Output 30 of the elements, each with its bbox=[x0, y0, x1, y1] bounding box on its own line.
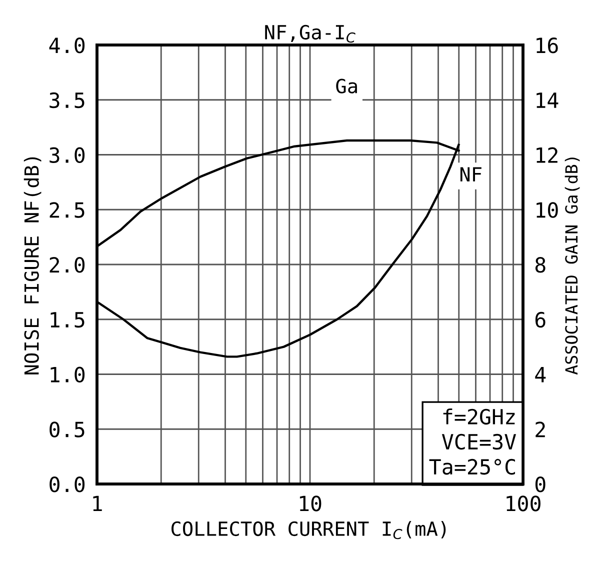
x-tick-label: 10 bbox=[300, 496, 322, 512]
y2-axis-title: ASSOCIATED GAIN Ga(dB) bbox=[564, 158, 580, 375]
y-tick-label: 3.5 bbox=[50, 92, 84, 108]
y-tick-label: 3.0 bbox=[50, 147, 85, 164]
text: Ga bbox=[336, 78, 357, 94]
series-label: NF bbox=[460, 167, 482, 182]
annotation: f=2GHz bbox=[443, 408, 515, 425]
x-tick-label: 100 bbox=[506, 496, 540, 512]
y2-tick-label: 0 bbox=[535, 476, 546, 492]
y-axis-title: NOISE FIGURE NF(dB) bbox=[24, 157, 42, 374]
x-tick-label: 1 bbox=[93, 496, 102, 512]
y-tick-label: 2.5 bbox=[50, 202, 84, 218]
chart-title: NF,Ga-I$_{C}$ bbox=[265, 24, 356, 43]
y-tick-label: 4.0 bbox=[49, 38, 85, 54]
y-tick-label: 1.5 bbox=[50, 312, 84, 328]
y2-tick-label: 10 bbox=[536, 202, 558, 218]
y2-tick-label: 4 bbox=[535, 367, 546, 382]
annotation: Ta=25°C bbox=[429, 458, 515, 475]
y2-tick-label: 12 bbox=[536, 147, 558, 163]
y-tick-label: 0.0 bbox=[50, 476, 85, 492]
y-tick-label: 0.5 bbox=[50, 422, 84, 438]
y2-tick-label: 2 bbox=[536, 422, 545, 438]
y2-tick-label: 8 bbox=[535, 257, 546, 273]
x-axis-title: COLLECTOR CURRENT I$_{C}$(mA) bbox=[172, 521, 446, 540]
y-tick-label: 1.0 bbox=[50, 366, 85, 383]
y2-tick-label: 14 bbox=[536, 92, 558, 108]
y2-tick-label: 6 bbox=[535, 312, 546, 328]
annotation: VCE=3V bbox=[442, 434, 516, 450]
y-tick-label: 2.0 bbox=[50, 257, 85, 273]
y2-tick-label: 16 bbox=[536, 38, 558, 54]
